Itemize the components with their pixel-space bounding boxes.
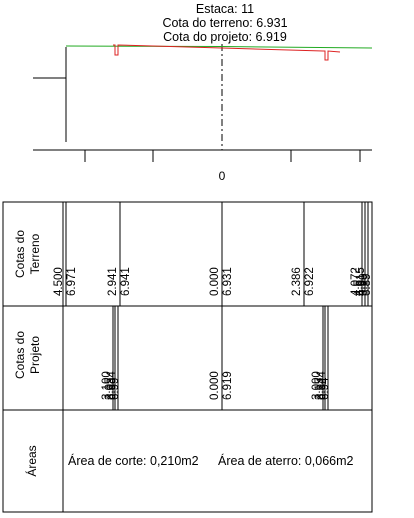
ground-offset-value: 4.500 — [53, 267, 65, 296]
ground-elevation-value: 6.89 — [361, 274, 373, 296]
station-label: Estaca: 11 — [195, 2, 255, 16]
ground-offset-value: 2.386 — [291, 267, 303, 296]
fill-area-text: Área de aterro: 0,066m2 — [218, 453, 354, 468]
design-elevation-value: 6.919 — [222, 371, 234, 400]
ground-offset-value: 4.5 — [353, 280, 365, 296]
design-row-label: Cotas do — [13, 331, 27, 379]
ground-elevation-value: 6.915 — [355, 267, 367, 296]
design-values: 3.100 6.934 3.05 6.99 0.000 6.919 3.000 … — [101, 371, 331, 400]
ground-elevation-label: Cota do terreno: 6.931 — [162, 16, 288, 30]
design-offset-value: 3.000 — [311, 371, 323, 400]
design-elevation-label: Cota do projeto: 6.919 — [163, 30, 287, 44]
ground-row-label: Cotas do — [13, 230, 27, 278]
design-offset-value: 3.05 — [104, 378, 116, 400]
ground-elevation-value: 6.971 — [66, 267, 78, 296]
design-elevation-value: 6.934 — [106, 371, 118, 400]
design-elevation-value: 6.94 — [319, 377, 331, 400]
ground-elevation-value: 6.941 — [120, 267, 132, 296]
ground-offset-value: 4.9 — [356, 280, 368, 296]
ground-leader-lines — [65, 202, 369, 306]
axis-center-label: 0 — [219, 169, 226, 183]
areas-row-label: Áreas — [24, 445, 39, 476]
ground-offset-value: 0.000 — [209, 267, 221, 296]
scale-ticks — [84, 150, 361, 162]
cut-area-text: Área de corte: 0,210m2 — [68, 453, 199, 468]
ground-elevation-value: 6.922 — [304, 267, 316, 296]
ground-elevation-value: 6.90 — [358, 274, 370, 296]
data-table-frame — [2, 201, 373, 513]
design-row-label-2: Projeto — [28, 336, 42, 374]
ground-values: 4.500 6.971 2.941 6.941 0.000 6.931 2.38… — [53, 267, 373, 296]
ground-elevation-value: 6.931 — [222, 267, 234, 296]
design-leader-lines — [112, 306, 329, 410]
design-elevation-value: 6.99 — [109, 378, 121, 400]
ground-offset-value: 4.072 — [350, 267, 362, 296]
design-elevation-value: 6.944 — [316, 371, 328, 400]
design-profile-line — [113, 44, 341, 61]
design-offset-value: 3.100 — [101, 371, 113, 400]
design-offset-value: 3.15 — [314, 378, 326, 400]
ground-row-label-2: Terreno — [28, 233, 42, 274]
design-offset-value: 0.000 — [209, 371, 221, 400]
ground-offset-value: 2.941 — [107, 267, 119, 296]
